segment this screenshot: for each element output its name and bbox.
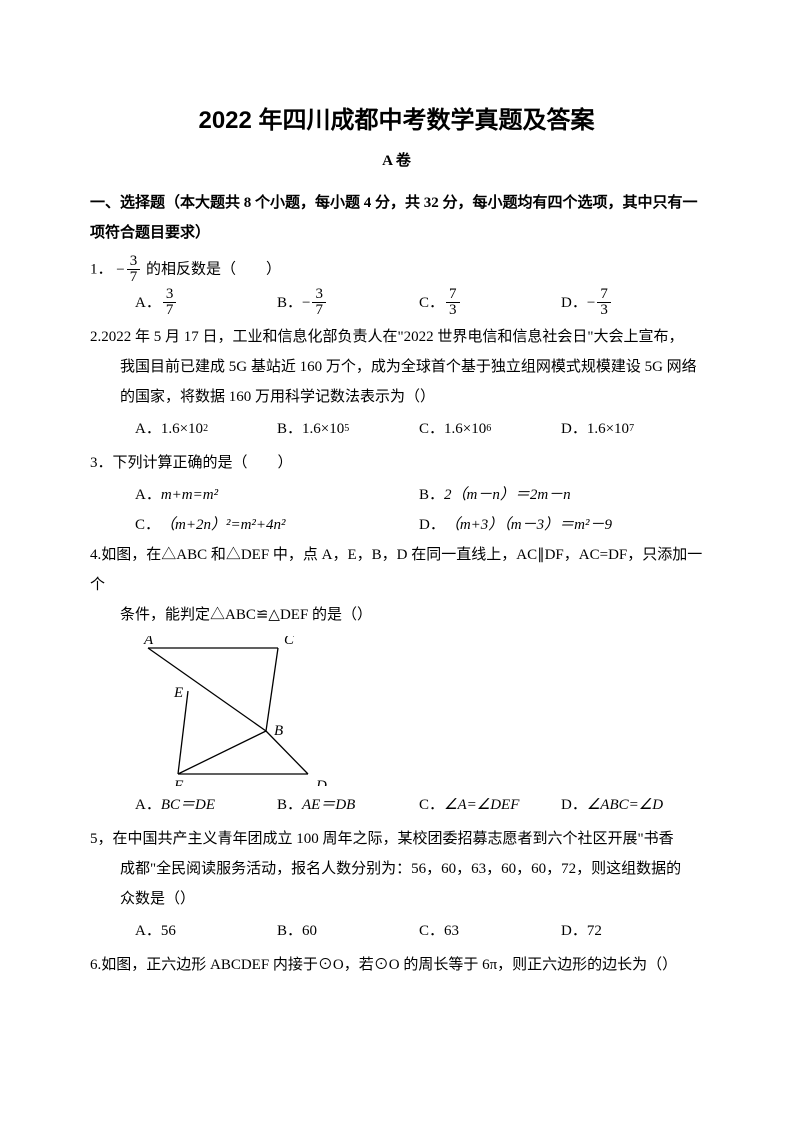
q4-option-b: B．AE＝DB xyxy=(277,790,419,820)
question-1: 1． − 3 7 的相反数是（ ） xyxy=(90,254,703,285)
question-4: 4.如图，在△ABC 和△DEF 中，点 A，E，B，D 在同一直线上，AC∥D… xyxy=(90,540,703,630)
q4-diagram: A C E B F D xyxy=(138,636,348,786)
q2-option-d: D．1.6×107 xyxy=(561,414,703,444)
q1-label: 1． xyxy=(90,262,113,278)
q1-fraction: 3 7 xyxy=(127,254,141,285)
q3-options: A．m+m=m² B．2（m－n）＝2m－n C．（m+2n）²=m²+4n² … xyxy=(90,480,703,540)
question-5: 5，在中国共产主义青年团成立 100 周年之际，某校团委招募志愿者到六个社区开展… xyxy=(90,824,703,914)
q5-option-a: A．56 xyxy=(135,916,277,946)
question-2: 2.2022 年 5 月 17 日，工业和信息化部负责人在"2022 世界电信和… xyxy=(90,322,703,412)
q1-options: A． 37 B． − 37 C． 73 D． − 73 xyxy=(90,287,703,318)
q1-option-b: B． − 37 xyxy=(277,287,419,318)
section-heading: 一、选择题（本大题共 8 个小题，每小题 4 分，共 32 分，每小题均有四个选… xyxy=(90,188,703,248)
q5-option-d: D．72 xyxy=(561,916,703,946)
q1-suffix: 的相反数是（ ） xyxy=(146,262,281,278)
svg-text:F: F xyxy=(173,778,184,786)
page-title: 2022 年四川成都中考数学真题及答案 xyxy=(90,100,703,135)
q1-option-a: A． 37 xyxy=(135,287,277,318)
q1-option-c: C． 73 xyxy=(419,287,561,318)
question-3: 3．下列计算正确的是（ ） xyxy=(90,448,703,478)
q3-option-c: C．（m+2n）²=m²+4n² xyxy=(135,510,419,540)
question-6: 6.如图，正六边形 ABCDEF 内接于⊙O，若⊙O 的周长等于 6π，则正六边… xyxy=(90,950,703,980)
svg-text:C: C xyxy=(284,636,295,648)
q1-expression: − 3 7 xyxy=(116,254,142,285)
q2-option-a: A．1.6×102 xyxy=(135,414,277,444)
q4-options: A．BC＝DE B．AE＝DB C．∠A=∠DEF D．∠ABC=∠D xyxy=(90,790,703,820)
q2-options: A．1.6×102 B．1.6×105 C．1.6×106 D．1.6×107 xyxy=(90,414,703,444)
q4-option-a: A．BC＝DE xyxy=(135,790,277,820)
q5-option-c: C．63 xyxy=(419,916,561,946)
svg-text:D: D xyxy=(315,778,327,786)
q2-option-b: B．1.6×105 xyxy=(277,414,419,444)
q3-option-a: A．m+m=m² xyxy=(135,480,419,510)
q5-option-b: B．60 xyxy=(277,916,419,946)
q5-options: A．56 B．60 C．63 D．72 xyxy=(90,916,703,946)
svg-text:B: B xyxy=(274,723,283,739)
q4-option-d: D．∠ABC=∠D xyxy=(561,790,703,820)
q3-option-b: B．2（m－n）＝2m－n xyxy=(419,480,703,510)
q2-option-c: C．1.6×106 xyxy=(419,414,561,444)
svg-text:A: A xyxy=(143,636,154,648)
exam-page: 2022 年四川成都中考数学真题及答案 A 卷 一、选择题（本大题共 8 个小题… xyxy=(0,0,793,1122)
paper-variant: A 卷 xyxy=(90,149,703,170)
q3-option-d: D．（m+3）（m－3）＝m²－9 xyxy=(419,510,703,540)
svg-text:E: E xyxy=(173,685,183,701)
q4-option-c: C．∠A=∠DEF xyxy=(419,790,561,820)
q1-option-d: D． − 73 xyxy=(561,287,703,318)
